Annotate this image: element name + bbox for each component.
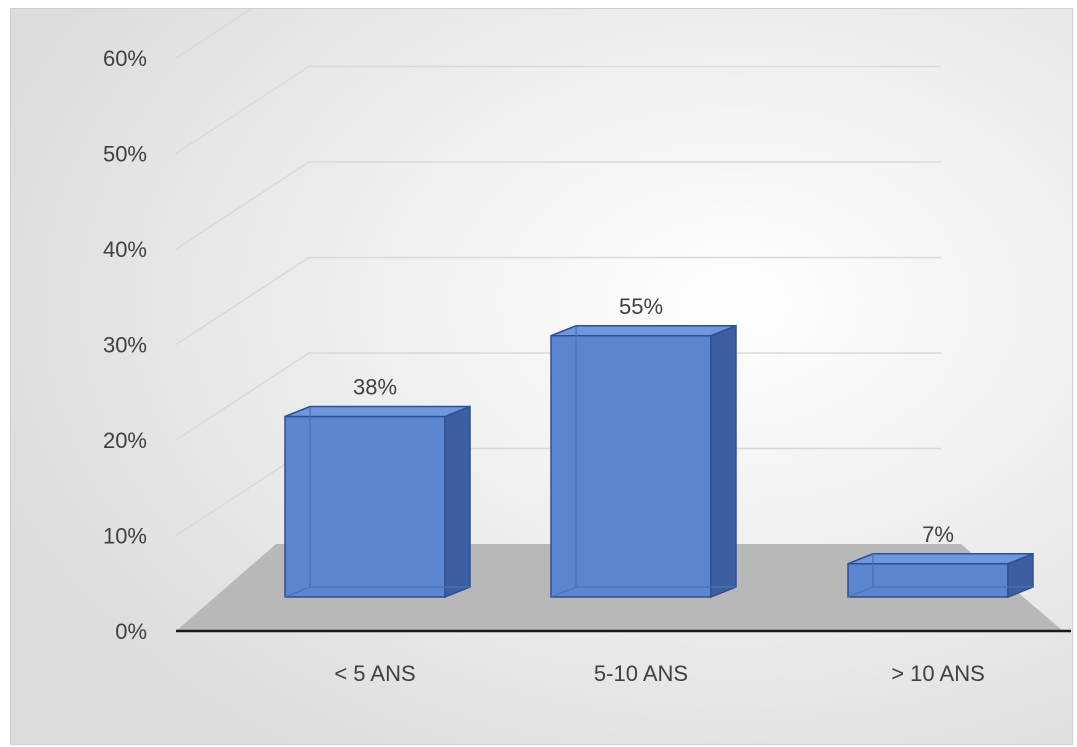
bar-inner-edge bbox=[284, 586, 311, 598]
y-tick-label: 60% bbox=[103, 46, 147, 71]
data-label: 38% bbox=[353, 375, 397, 400]
gridline bbox=[175, 161, 310, 250]
y-tick-label: 30% bbox=[103, 333, 147, 358]
y-tick-labels: 0% 10% 20% 30% 40% 50% 60% bbox=[103, 46, 147, 644]
bar-top bbox=[847, 553, 1034, 565]
bar-front bbox=[550, 335, 712, 598]
category-labels: < 5 ANS 5-10 ANS > 10 ANS bbox=[334, 661, 984, 686]
bar-chart: 0% 10% 20% 30% 40% 50% 60% < 5 ANS 5-10 ANS > 10… bbox=[11, 9, 1072, 744]
chart-frame: 0% 10% 20% 30% 40% 50% 60% < 5 ANS 5-10 ANS > 10… bbox=[10, 8, 1073, 745]
category-label: < 5 ANS bbox=[334, 661, 415, 686]
category-label: > 10 ANS bbox=[891, 661, 985, 686]
bar-top bbox=[284, 405, 471, 418]
bar-side bbox=[710, 324, 737, 599]
category-label: 5-10 ANS bbox=[594, 661, 688, 686]
chart-background bbox=[11, 9, 1072, 744]
y-tick-label: 50% bbox=[103, 142, 147, 167]
bar-side bbox=[444, 405, 471, 599]
bar-inner-edge bbox=[847, 586, 874, 598]
data-label: 7% bbox=[922, 522, 954, 547]
gridline bbox=[175, 65, 310, 155]
bar-top bbox=[550, 325, 737, 337]
y-tick-label: 40% bbox=[103, 237, 147, 262]
y-tick-label: 20% bbox=[103, 428, 147, 453]
data-labels: 38% 55% 7% bbox=[353, 294, 954, 547]
y-tick-label: 10% bbox=[103, 524, 147, 549]
bar-inner-edge bbox=[550, 586, 577, 598]
gridline bbox=[175, 352, 310, 441]
gridline bbox=[175, 256, 310, 346]
gridline bbox=[175, 9, 253, 59]
bar-front bbox=[847, 563, 1009, 598]
bar bbox=[550, 324, 737, 599]
bars bbox=[284, 324, 1034, 599]
bar bbox=[847, 552, 1034, 599]
y-tick-label: 0% bbox=[115, 619, 147, 644]
bar bbox=[284, 405, 471, 599]
bar-front bbox=[284, 415, 446, 598]
data-label: 55% bbox=[619, 294, 663, 319]
